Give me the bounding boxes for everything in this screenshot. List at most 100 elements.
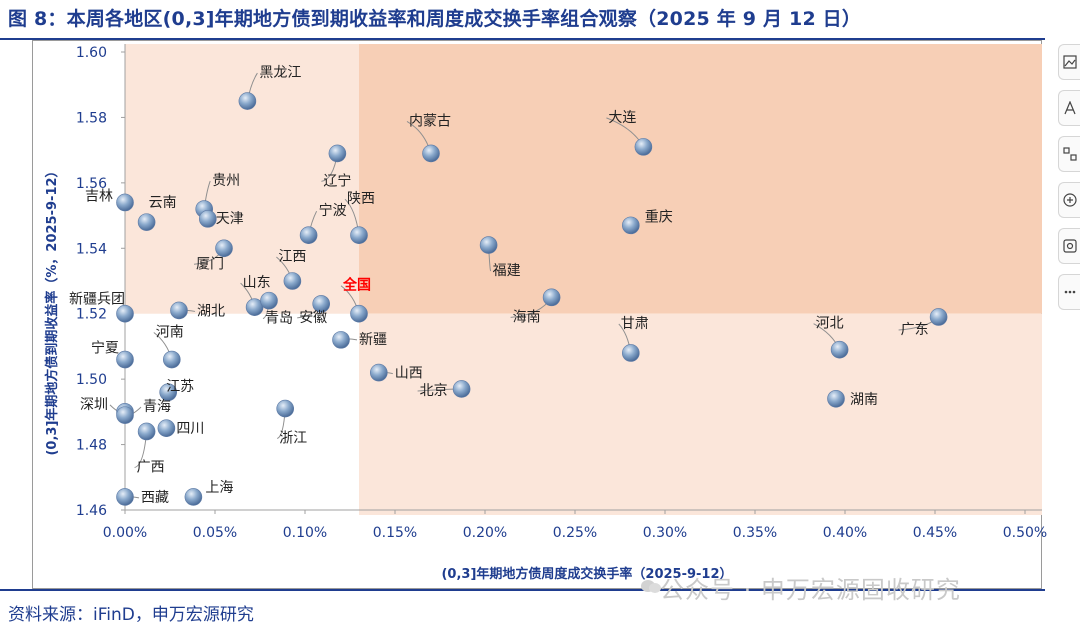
data-point [452, 380, 471, 398]
data-point [283, 272, 302, 290]
data-point [245, 298, 264, 316]
scan-button[interactable] [1058, 228, 1080, 264]
image-edit-button[interactable] [1058, 44, 1080, 80]
y-tick-label: 1.48 [76, 438, 107, 454]
x-tick-label: 0.40% [823, 525, 867, 541]
point-label: 内蒙古 [409, 113, 451, 129]
data-point [830, 340, 849, 359]
point-label: 河南 [156, 325, 184, 341]
data-point [621, 216, 640, 235]
data-point [116, 488, 134, 506]
x-tick-label: 0.35% [733, 525, 777, 541]
crop-button[interactable] [1058, 136, 1080, 172]
data-point [369, 363, 388, 382]
data-point [328, 144, 347, 163]
data-point [422, 144, 440, 163]
y-tick-label: 1.52 [76, 307, 107, 323]
x-tick-label: 0.25% [553, 525, 597, 541]
side-toolbar [1058, 44, 1080, 320]
point-label: 湖北 [197, 303, 225, 319]
x-tick-label: 0.00% [103, 525, 147, 541]
x-tick-label: 0.10% [283, 525, 327, 541]
data-point [276, 399, 295, 418]
data-point [199, 210, 217, 228]
data-point [184, 488, 203, 506]
point-label: 广西 [137, 459, 165, 475]
point-label: 云南 [149, 195, 177, 211]
point-label: 青海 [143, 399, 171, 415]
point-label: 山东 [243, 275, 271, 291]
point-label: 天津 [216, 211, 244, 227]
point-label: 安徽 [299, 310, 327, 326]
title-rule [0, 38, 1045, 40]
point-label: 吉林 [85, 188, 113, 204]
data-point [350, 226, 368, 244]
data-point [929, 308, 948, 326]
watermark: 公众号 · 申万宏源固收研究 [660, 576, 961, 604]
point-label: 浙江 [279, 431, 307, 447]
source-note: 资料来源：iFinD，申万宏源研究 [8, 605, 254, 625]
x-tick-label: 0.15% [373, 525, 417, 541]
point-label: 四川 [176, 421, 204, 437]
data-point [621, 344, 640, 362]
point-label: 贵州 [212, 173, 240, 189]
y-tick-label: 1.58 [76, 110, 107, 126]
wechat-icon [641, 580, 661, 593]
bottom-rule [0, 589, 1045, 591]
x-tick-label: 0.20% [463, 525, 507, 541]
point-label: 青岛 [265, 311, 293, 327]
point-label: 深圳 [80, 397, 108, 413]
point-label: 全国 [342, 277, 371, 294]
text-style-button[interactable] [1058, 90, 1080, 126]
upper-left-shading [125, 44, 359, 314]
data-point [157, 419, 176, 438]
point-label: 广东 [901, 322, 929, 338]
figure-title: 图 8：本周各地区(0,3]年期地方债到期收益率和周度成交换手率组合观察（202… [8, 8, 862, 30]
zoom-in-icon [1063, 193, 1077, 207]
image-edit-icon [1063, 55, 1077, 69]
point-label: 黑龙江 [259, 65, 301, 81]
x-axis-label: (0,3]年期地方债周度成交换手率（2025-9-12） [441, 566, 732, 582]
lower-right-shading [359, 313, 1042, 515]
point-label: 上海 [205, 480, 233, 496]
upper-right-shading [359, 44, 1042, 314]
data-point [260, 291, 278, 310]
data-point [137, 422, 156, 441]
data-point [116, 304, 134, 323]
point-label: 辽宁 [323, 172, 351, 189]
data-point [163, 350, 181, 369]
point-label: 新疆 [359, 332, 387, 348]
y-tick-label: 1.60 [76, 45, 107, 61]
x-tick-label: 0.05% [193, 525, 237, 541]
point-label: 陕西 [347, 191, 375, 207]
crop-icon [1063, 147, 1077, 161]
data-point [116, 350, 134, 369]
point-label: 北京 [420, 383, 448, 399]
more-button[interactable] [1058, 274, 1080, 310]
point-label: 宁夏 [91, 340, 119, 357]
x-tick-label: 0.50% [1003, 525, 1047, 541]
point-label: 甘肃 [621, 316, 649, 332]
data-point [215, 239, 233, 258]
data-point [299, 226, 318, 244]
zoom-in-button[interactable] [1058, 182, 1080, 218]
data-point [170, 301, 188, 320]
data-point [479, 236, 498, 254]
y-tick-label: 1.50 [76, 372, 107, 388]
point-label: 大连 [608, 110, 636, 126]
point-label: 河北 [816, 316, 844, 332]
point-label: 山西 [395, 366, 423, 382]
data-point [827, 389, 845, 408]
data-point [312, 295, 331, 313]
data-point [238, 92, 257, 110]
y-tick-label: 1.54 [76, 241, 107, 257]
point-label: 厦门 [196, 256, 224, 272]
point-label: 宁波 [319, 202, 347, 219]
reference-point [350, 304, 368, 323]
data-point [634, 138, 653, 156]
point-label: 江苏 [166, 379, 194, 395]
point-label: 新疆兵团 [69, 292, 125, 308]
point-label: 西藏 [141, 490, 169, 506]
point-label: 福建 [493, 263, 521, 279]
